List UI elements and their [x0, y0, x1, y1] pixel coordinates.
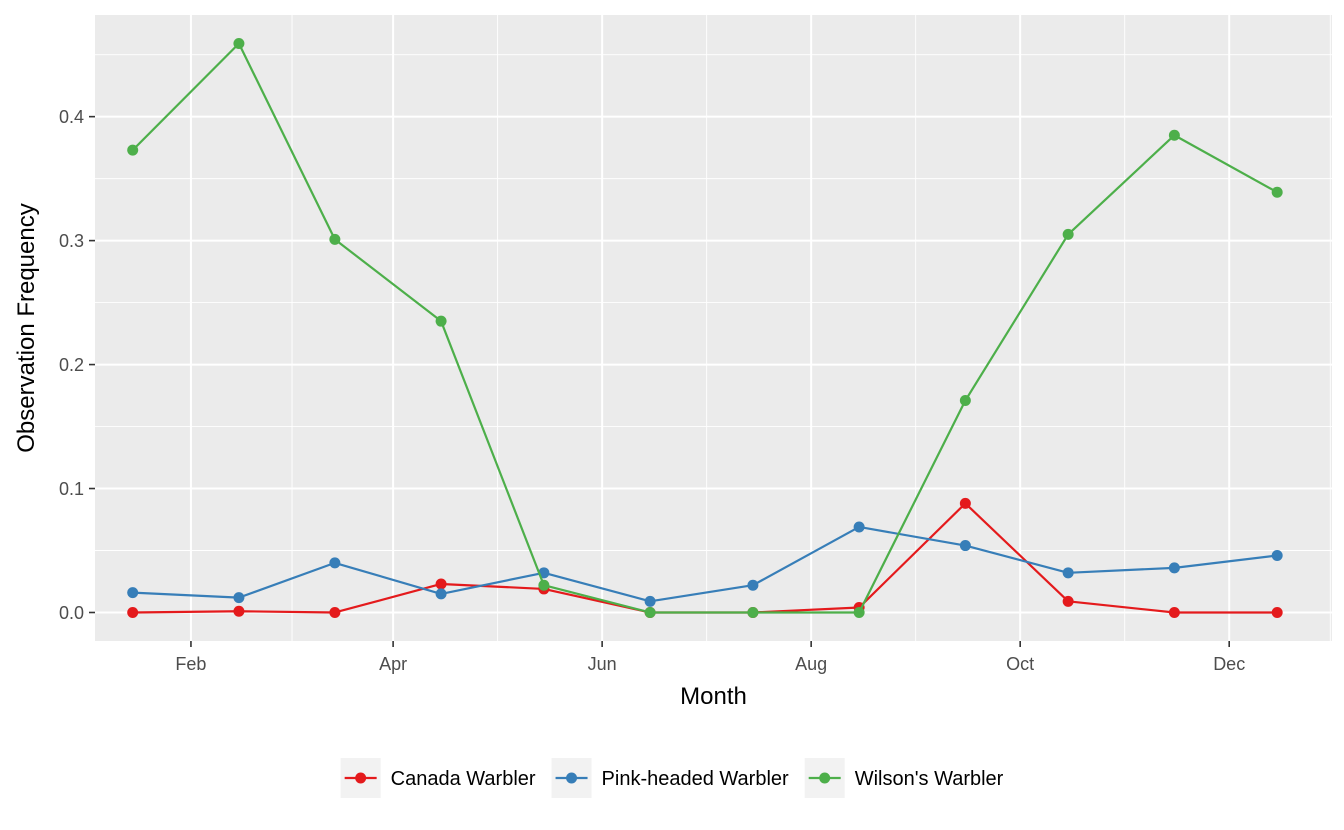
series-2	[127, 38, 1283, 618]
data-point	[1062, 595, 1074, 607]
data-point	[233, 592, 245, 604]
data-point	[127, 144, 139, 156]
series-layer	[127, 38, 1283, 618]
data-point	[853, 521, 865, 533]
y-tick-label: 0.4	[59, 107, 84, 127]
data-point	[959, 497, 971, 509]
data-point	[233, 605, 245, 617]
data-point	[538, 579, 550, 591]
data-point	[127, 606, 139, 618]
tick-labels: Feb Apr Jun Aug Oct Dec 0.0 0.1 0.2 0.3 0.4	[59, 107, 1245, 674]
data-point	[853, 606, 865, 618]
data-point	[1168, 129, 1180, 141]
data-point	[747, 606, 759, 618]
legend: Canada Warbler Pink-headed Warbler Wilson'…	[340, 758, 1004, 798]
legend-key	[551, 758, 592, 798]
data-point	[127, 587, 139, 599]
series-line	[131, 42, 1278, 614]
data-point	[435, 578, 447, 590]
data-point	[329, 606, 341, 618]
data-point	[644, 595, 656, 607]
y-tick-label: 0.1	[59, 479, 84, 499]
data-point	[329, 557, 341, 569]
data-point	[1168, 606, 1180, 618]
y-tick-label: 0.3	[59, 231, 84, 251]
data-point	[644, 606, 656, 618]
series-line	[132, 525, 1278, 603]
data-point	[747, 579, 759, 591]
legend-label: Wilson's Warbler	[855, 768, 1004, 790]
axis-ticks	[89, 115, 1231, 647]
legend-key	[804, 758, 845, 798]
x-tick-label: Apr	[379, 654, 407, 674]
x-tick-label: Jun	[588, 654, 617, 674]
data-point	[959, 395, 971, 407]
data-point	[329, 233, 341, 245]
data-point	[1271, 549, 1283, 561]
legend-key-point	[355, 772, 367, 784]
data-point	[1062, 567, 1074, 579]
legend-key	[340, 758, 381, 798]
x-tick-label: Feb	[175, 654, 206, 674]
data-point	[959, 540, 971, 552]
legend-label: Pink-headed Warbler	[602, 768, 789, 790]
data-point	[435, 315, 447, 327]
legend-key-point	[566, 772, 578, 784]
data-point	[233, 38, 245, 50]
data-point	[1271, 186, 1283, 198]
legend-label: Canada Warbler	[391, 768, 536, 790]
y-axis-title: Observation Frequency	[13, 203, 40, 452]
legend-key-point	[819, 772, 831, 784]
minor-gridlines	[95, 15, 1332, 641]
x-tick-label: Aug	[795, 654, 827, 674]
y-tick-label: 0.0	[59, 603, 84, 623]
data-point	[1271, 606, 1283, 618]
x-tick-label: Dec	[1213, 654, 1245, 674]
data-point	[1168, 562, 1180, 574]
series-1	[127, 521, 1283, 607]
data-point	[1062, 228, 1074, 240]
plot-panel	[95, 15, 1332, 641]
x-tick-label: Oct	[1006, 654, 1034, 674]
data-point	[435, 588, 447, 600]
x-axis-title: Month	[680, 683, 747, 710]
y-tick-label: 0.2	[59, 355, 84, 375]
